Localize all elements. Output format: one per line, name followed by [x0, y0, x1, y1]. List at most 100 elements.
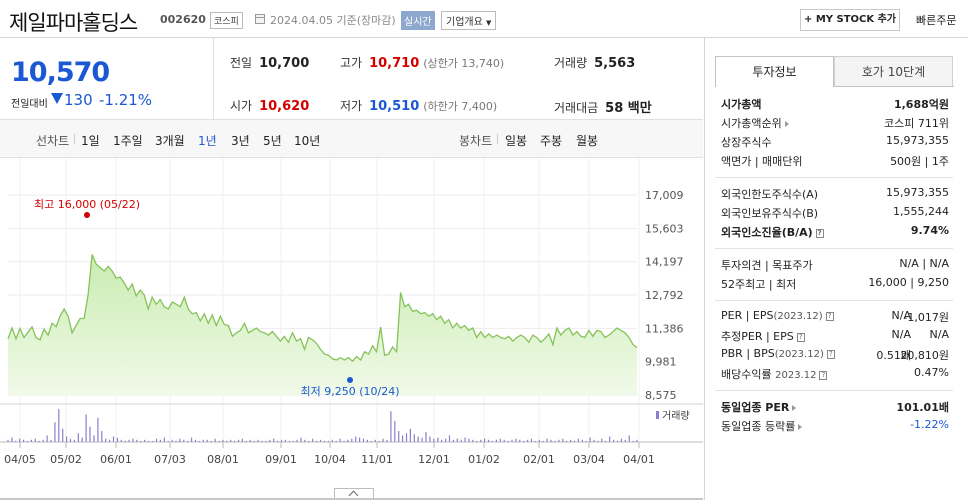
period-3y[interactable]: 3년 [231, 134, 250, 148]
stat-value: 58 백만 [605, 101, 652, 116]
volume-legend: 거래량 [662, 410, 690, 422]
period-5y[interactable]: 5년 [263, 134, 282, 148]
divider [715, 300, 953, 301]
period-1d[interactable]: 1일 [81, 134, 100, 148]
info-row-market-cap-rank[interactable]: 시가총액순위 코스피 711위 [721, 115, 949, 133]
tab-investment-info[interactable]: 투자정보 [715, 56, 834, 87]
info-key: PER | EPS(2023.12)? [721, 309, 834, 322]
stat-label: 저가 [340, 99, 363, 113]
x-tick-label: 06/01 [100, 453, 132, 466]
help-icon[interactable]: ? [826, 349, 835, 359]
x-tick-label: 08/01 [207, 453, 239, 466]
realtime-button[interactable]: 실시간 [401, 11, 435, 30]
info-value: -1,017원 [903, 311, 949, 324]
info-key-text: 외국인소진율(B/A) [721, 226, 813, 239]
chart-scroll-handle[interactable] [334, 488, 374, 499]
add-my-stock-button[interactable]: + MY STOCK 추가 [800, 9, 900, 31]
info-value: N/A [891, 309, 911, 322]
company-name: 제일파마홀딩스 [9, 11, 138, 35]
info-key-text: PBR | BPS [721, 347, 775, 360]
x-tick-label: 01/02 [468, 453, 500, 466]
candle-monthly[interactable]: 월봉 [576, 134, 599, 148]
info-row-industry-rate[interactable]: 동일업종 등락률 -1.22% [721, 418, 949, 436]
divider [715, 390, 953, 391]
help-icon[interactable]: ? [815, 228, 824, 238]
info-key-text: 추정PER | EPS [721, 330, 794, 343]
info-value: -1.22% [910, 418, 949, 431]
candle-chart-label: 봉차트 [459, 134, 493, 148]
help-icon[interactable]: ? [796, 332, 805, 342]
x-tick-label: 04/05 [4, 453, 36, 466]
x-tick-label: 02/01 [523, 453, 555, 466]
price-chart[interactable]: 17,009 15,603 14,197 12,792 11,386 9,981 8,575… [0, 158, 703, 500]
stat-label: 거래대금 [554, 101, 599, 115]
stat-label: 고가 [340, 56, 363, 70]
stat-value: 5,563 [594, 56, 636, 71]
y-tick-label: 12,792 [645, 289, 684, 302]
help-icon[interactable]: ? [825, 311, 834, 321]
stock-code: 002620 [160, 13, 206, 26]
stat-volume: 거래량 5,563 [554, 54, 635, 71]
company-overview-dropdown[interactable]: 기업개요 ▼ [441, 11, 497, 30]
candle-weekly[interactable]: 주봉 [540, 134, 563, 148]
candle-daily[interactable]: 일봉 [505, 134, 528, 148]
max-marker [84, 212, 90, 218]
info-value: N/A | N/A [899, 257, 949, 270]
info-row-est-per-eps[interactable]: 추정PER | EPS? N/A N/A [721, 328, 949, 346]
stat-value: 10,710 [369, 56, 420, 71]
change-amount: 130 [64, 91, 93, 109]
info-row-industry-per[interactable]: 동일업종 PER 101.01배 [721, 399, 949, 417]
info-key: 시가총액순위 [721, 115, 789, 131]
price-panel: 10,570 전일대비 130 -1.21% 전일 10,700 고가 10,710… [0, 38, 703, 120]
stock-header: 제일파마홀딩스 002620 코스피 2024.04.05 기준(장마감) 실시… [0, 0, 968, 38]
info-row-market-cap: 시가총액 1,688억원 [721, 96, 949, 114]
current-price: 10,570 [11, 57, 110, 88]
caret-right-icon [792, 405, 797, 411]
info-row-per-eps[interactable]: PER | EPS(2023.12)? N/A -1,017원 [721, 309, 949, 327]
period-1y[interactable]: 1년 [198, 134, 217, 148]
info-value: 101.01배 [896, 401, 949, 414]
divider [834, 86, 954, 87]
stat-prev-close: 전일 10,700 [230, 54, 309, 71]
info-key: 투자의견 | 목표주가 [721, 259, 813, 272]
price-chart-svg: 17,009 15,603 14,197 12,792 11,386 9,981 8,575… [0, 158, 703, 466]
stat-value: 10,620 [259, 99, 310, 114]
stat-sub: (하한가 7,400) [423, 100, 498, 113]
divider [74, 134, 75, 144]
tab-order-book[interactable]: 호가 10단계 [834, 56, 953, 87]
help-icon[interactable]: ? [819, 370, 828, 380]
info-value: 9.74% [910, 224, 949, 237]
stat-sub: (상한가 13,740) [423, 57, 505, 70]
company-overview-label: 기업개요 [446, 17, 483, 28]
info-key-sub: (2023.12) [774, 349, 824, 360]
caret-right-icon [784, 121, 789, 127]
max-annotation: 최고 16,000 (05/22) [34, 198, 140, 211]
info-key: 외국인한도주식수(A) [721, 188, 819, 201]
info-row-foreign-rate[interactable]: 외국인소진율(B/A)? 9.74% [721, 224, 949, 242]
period-1w[interactable]: 1주일 [113, 134, 143, 148]
x-tick-label: 07/03 [154, 453, 186, 466]
info-key-sub: 2023.12 [775, 370, 817, 381]
info-row-par-value: 액면가 | 매매단위 500원 | 1주 [721, 153, 949, 171]
info-key-sub: (2023.12) [773, 311, 823, 322]
line-chart-label: 선차트 [36, 134, 70, 148]
down-arrow-icon [51, 93, 63, 104]
info-value: 15,973,355 [886, 186, 949, 199]
info-key-text: PER | EPS [721, 309, 774, 322]
stat-label: 거래량 [554, 56, 588, 70]
info-row-pbr-bps[interactable]: PBR | BPS(2023.12)? 0.51배 20,810원 [721, 347, 949, 365]
period-3m[interactable]: 3개월 [155, 134, 185, 148]
info-value: N/A [891, 328, 911, 341]
info-key-text: 시가총액순위 [721, 117, 782, 130]
period-10y[interactable]: 10년 [294, 134, 321, 148]
chevron-down-icon: ▼ [486, 19, 492, 27]
quick-order-link[interactable]: 빠른주문 [916, 14, 957, 27]
info-key: PBR | BPS(2023.12)? [721, 347, 835, 360]
chart-scrollbar[interactable] [0, 498, 703, 500]
date-text: 2024.04.05 기준(장마감) [270, 14, 396, 27]
info-key: 액면가 | 매매단위 [721, 155, 803, 168]
info-row-dividend[interactable]: 배당수익률 2023.12? 0.47% [721, 366, 949, 384]
info-row-foreign-limit: 외국인한도주식수(A) 15,973,355 [721, 186, 949, 204]
info-row-listed-shares: 상장주식수 15,973,355 [721, 134, 949, 152]
info-row-foreign-holding: 외국인보유주식수(B) 1,555,244 [721, 205, 949, 223]
